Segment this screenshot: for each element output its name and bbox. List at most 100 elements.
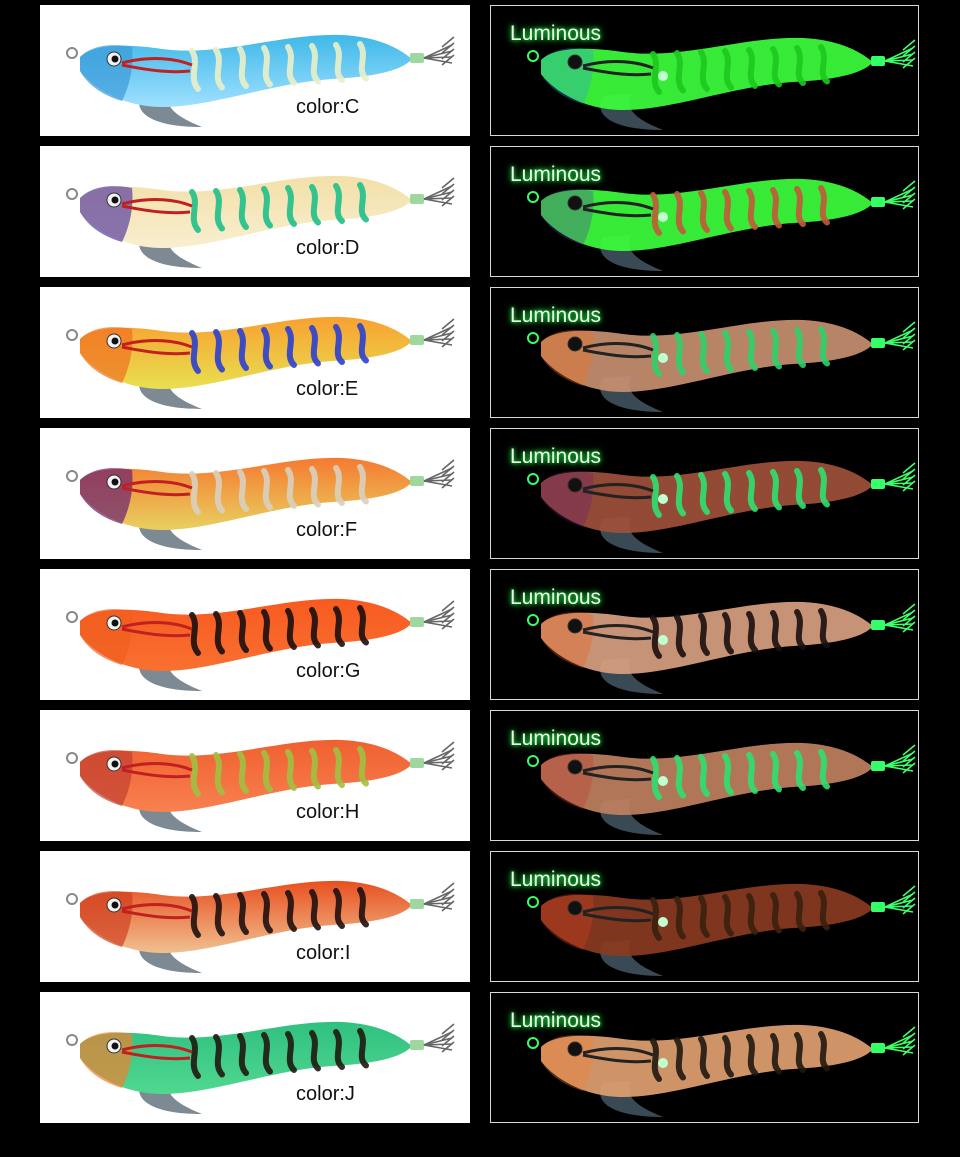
lure-feather [582, 60, 654, 77]
lure-stripe [722, 753, 734, 796]
lure-stripe [261, 45, 273, 88]
lure-stripe [746, 752, 758, 794]
hook-icon [884, 45, 916, 62]
lure-stripe [237, 328, 249, 371]
lure-stripe [794, 609, 806, 650]
lure-stripe [309, 889, 321, 931]
lure-stripe [213, 611, 225, 655]
lure-stripe [333, 606, 345, 647]
lure-stripe [698, 613, 710, 656]
lure-pupil [572, 1045, 580, 1053]
lure-stripe [213, 329, 225, 373]
lure-body [80, 316, 412, 389]
line-eye-icon [527, 755, 539, 767]
lure-feather [121, 339, 193, 356]
luminous-label: Luminous [510, 22, 602, 45]
lure-pupil [572, 481, 580, 489]
lure-feather [121, 903, 193, 920]
hook-icon [423, 48, 455, 60]
lure-stripe [722, 1035, 734, 1078]
lure-feather [582, 906, 654, 923]
lure-head [541, 48, 594, 104]
lure-stripe [818, 44, 830, 85]
lure-head [80, 750, 133, 806]
luminous-photo: Luminous [490, 287, 919, 418]
lure-body [541, 319, 873, 392]
lure-stripe [722, 48, 734, 91]
lure-stripe [237, 892, 249, 935]
lure-stripe [770, 610, 782, 652]
lure-stripe [674, 473, 686, 517]
daylight-photo: color:C [40, 5, 470, 136]
luminous-photo: Luminous [490, 146, 919, 277]
lure-stripe [285, 44, 297, 86]
luminous-lure [527, 319, 916, 412]
lure-head [541, 612, 594, 668]
luminous-lure [527, 460, 916, 553]
luminous-photo: Luminous [490, 710, 919, 841]
hook-icon [423, 747, 455, 764]
tail-collar [410, 899, 424, 909]
hook-icon [423, 471, 455, 483]
hook-icon [884, 57, 916, 69]
hook-icon [423, 618, 455, 630]
lure-stripe [237, 46, 249, 89]
lure-stripe [746, 47, 758, 89]
color-label: color:G [296, 660, 361, 682]
lure-head [541, 1035, 594, 1091]
lure-feather [582, 1047, 654, 1064]
hook-icon [884, 186, 916, 203]
lure-stripe [674, 755, 686, 799]
daylight-photo: color:E [40, 287, 470, 418]
hook-icon [423, 900, 455, 912]
lure-stripe [189, 753, 201, 797]
lure-stripe [237, 610, 249, 653]
lure-stripe [794, 327, 806, 368]
hook-icon [423, 330, 455, 342]
lure-head [541, 753, 594, 809]
lure-stripe [818, 1031, 830, 1072]
lure-stripe [650, 192, 662, 236]
line-eye-icon [66, 47, 78, 59]
lure-feather [121, 480, 193, 497]
glow-dot [658, 776, 668, 786]
line-eye-icon [527, 191, 539, 203]
lure-pupil [111, 1042, 119, 1050]
color-label: color:J [296, 1083, 355, 1105]
lure-stripe [794, 891, 806, 932]
daylight-photo: color:D [40, 146, 470, 277]
hook-icon [884, 51, 916, 63]
lure-stripe [333, 183, 345, 224]
lure-stripe [722, 330, 734, 373]
lure-pupil [572, 763, 580, 771]
lure-head [541, 894, 594, 950]
lure-stripe [650, 1038, 662, 1082]
lure-stripe [746, 893, 758, 935]
lure-stripe [309, 1030, 321, 1072]
lure-pupil [572, 340, 580, 348]
luminous-lure [527, 742, 916, 835]
tail-collar [871, 902, 885, 912]
lure-stripe [213, 893, 225, 937]
lure-stripe [309, 607, 321, 649]
tail-collar [871, 479, 885, 489]
lure-stripe [285, 890, 297, 932]
hook-icon [884, 885, 916, 908]
lure-row-j: color:J Luminous [0, 992, 960, 1123]
hook-icon [423, 600, 455, 623]
hook-icon [884, 468, 916, 485]
lure-stripe [285, 749, 297, 791]
lure-head [80, 186, 133, 242]
lure-body [541, 178, 873, 251]
lure-body [541, 1024, 873, 1097]
glow-dot [658, 353, 668, 363]
daylight-photo: color:F [40, 428, 470, 559]
lure-stripe [698, 895, 710, 938]
line-eye-icon [66, 893, 78, 905]
color-label: color:C [296, 96, 360, 118]
hook-icon [884, 474, 916, 486]
lure-stripe [285, 185, 297, 227]
tail-collar [410, 335, 424, 345]
hook-icon [423, 54, 455, 66]
lure-stripe [357, 605, 369, 646]
